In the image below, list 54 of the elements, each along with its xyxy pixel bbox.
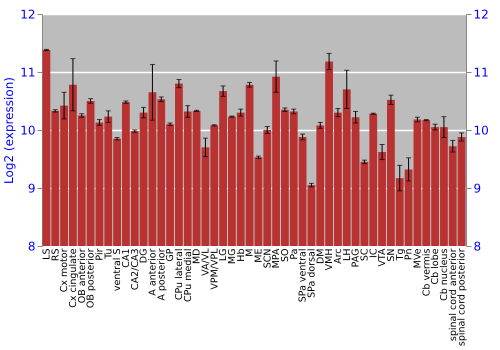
x-tick-label: ventral S bbox=[112, 248, 124, 292]
y-axis-title: Log2 (expression) bbox=[2, 77, 16, 184]
x-tick-label: MPA bbox=[271, 248, 282, 268]
x-tick-label: OB posterior bbox=[86, 248, 97, 308]
x-tick-label: Pn bbox=[404, 248, 415, 260]
x-tick-label: Cb lobe bbox=[430, 248, 442, 285]
y2-tick-label: 11 bbox=[474, 66, 489, 80]
x-tick-label: Pir bbox=[94, 248, 106, 261]
x-tick-label: A posterior bbox=[156, 248, 168, 301]
x-tick-label: MVe bbox=[412, 248, 424, 268]
x-tick-label: MD bbox=[192, 248, 203, 264]
x-tick-label: CPu medial bbox=[182, 248, 194, 302]
x-tick-label: Tu bbox=[103, 248, 114, 260]
x-tick-label: SPa dorsal bbox=[306, 248, 318, 298]
x-tick-label: VMH bbox=[324, 248, 336, 270]
x-tick-label: GP bbox=[165, 248, 176, 262]
x-tick-label: LS bbox=[41, 248, 52, 260]
x-tick-label: Pa bbox=[288, 248, 300, 260]
x-tick-label: RS bbox=[50, 248, 62, 262]
x-tick-label: SO bbox=[280, 248, 291, 262]
y2-tick-label: 9 bbox=[474, 182, 482, 196]
y-tick-label: 8 bbox=[28, 240, 36, 254]
x-tick-label: Arc bbox=[332, 248, 344, 264]
x-tick-label: LH bbox=[342, 248, 353, 261]
y2-tick-label: 10 bbox=[474, 124, 489, 138]
x-tick-label: VPM/VPL bbox=[209, 248, 220, 290]
y-tick-label: 12 bbox=[20, 8, 36, 22]
x-tick-label: CA1 bbox=[120, 248, 132, 268]
x-tick-label: spinal cord posterior bbox=[456, 248, 468, 346]
x-tick-label: SC bbox=[359, 248, 370, 262]
y-tick-label: 9 bbox=[28, 182, 36, 196]
x-tick-label: Tg bbox=[394, 248, 406, 262]
y2-tick-label: 12 bbox=[474, 8, 489, 22]
x-tick-label: Cb nucleus bbox=[438, 248, 450, 301]
x-tick-label: M bbox=[244, 248, 256, 257]
x-tick-label: ME bbox=[253, 248, 264, 263]
x-tick-label: VTA bbox=[377, 248, 388, 267]
x-tick-label: DG bbox=[138, 248, 150, 264]
x-tick-label: Hb bbox=[236, 248, 247, 262]
x-tick-label: SCN bbox=[262, 248, 274, 268]
x-tick-label: SN bbox=[386, 248, 397, 262]
y-tick-label: 10 bbox=[20, 124, 36, 138]
x-tick-label: DM bbox=[315, 248, 326, 264]
y2-tick-label: 8 bbox=[474, 240, 482, 254]
x-tick-label: CPu lateral bbox=[174, 248, 185, 300]
x-tick-label: PAG bbox=[350, 248, 362, 268]
x-tick-label: MG bbox=[226, 248, 238, 264]
x-tick-label: CA2/CA3 bbox=[130, 248, 141, 290]
x-tick-label: Cx cingulate bbox=[68, 248, 79, 308]
y-tick-label: 11 bbox=[20, 66, 36, 80]
x-tick-label: LG bbox=[218, 248, 230, 262]
x-tick-label: IC bbox=[368, 248, 380, 258]
x-tick-label: A anterior bbox=[147, 248, 158, 296]
x-tick-label: VA/VL bbox=[200, 248, 212, 276]
